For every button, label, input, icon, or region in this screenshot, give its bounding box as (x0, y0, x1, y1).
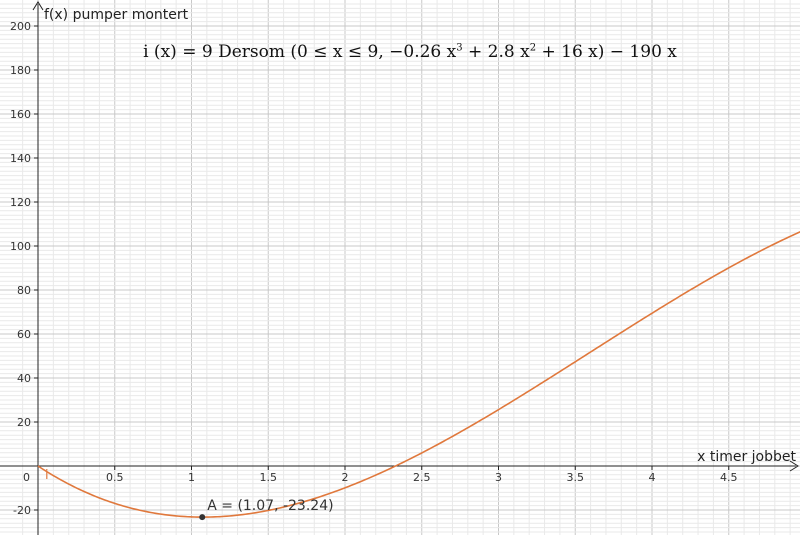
y-tick-label: 140 (10, 152, 31, 165)
function-text-c: + 16 x) − 190 x (536, 42, 677, 62)
function-exponent-3: 3 (456, 42, 463, 54)
x-tick-label: 4.5 (720, 471, 738, 484)
y-tick-label: 20 (17, 416, 31, 429)
point-label-a: A = (1.07, -23.24) (207, 498, 333, 514)
x-tick-label: 1.5 (260, 471, 278, 484)
y-axis-title: f(x) pumper montert (44, 7, 189, 23)
y-tick-label: 180 (10, 64, 31, 77)
function-exponent-2: 2 (529, 42, 537, 54)
x-tick-label: 2 (342, 471, 349, 484)
y-tick-label: 100 (10, 240, 31, 253)
y-tick-label: 160 (10, 108, 31, 121)
y-axis-arrow (32, 1, 44, 11)
x-tick-label: 2.5 (413, 471, 431, 484)
y-tick-label: 40 (17, 372, 31, 385)
y-tick-label: 120 (10, 196, 31, 209)
x-tick-label: 0.5 (106, 471, 124, 484)
function-curve[interactable] (37, 189, 800, 535)
function-lhs: i (x) (143, 42, 177, 62)
curve[interactable] (37, 186, 800, 535)
y-tick-label: 80 (17, 284, 31, 297)
x-axis-title: x timer jobbet (697, 449, 796, 465)
x-axis-arrow (789, 460, 799, 472)
x-tick-label: 1 (188, 471, 195, 484)
function-equals: = (182, 42, 197, 62)
x-tick-label: 3.5 (567, 471, 585, 484)
x-tick-label: 3 (495, 471, 502, 484)
function-text-a: 9 Dersom (0 ≤ x ≤ 9, −0.26 x (201, 42, 457, 62)
x-tick-label: 4 (649, 471, 656, 484)
function-definition: i (x) = 9 Dersom (0 ≤ x ≤ 9, −0.26 x3 + … (100, 42, 720, 62)
y-tick-label: 200 (10, 20, 31, 33)
y-tick-label: 60 (17, 328, 31, 341)
y-tick-label: -20 (13, 504, 31, 517)
point-a[interactable] (199, 514, 206, 521)
labels: 0.511.522.533.544.555.566.577.588.599.5-… (10, 20, 738, 517)
curve-name-label: i (45, 468, 49, 483)
function-text-b: + 2.8 x (462, 42, 530, 62)
origin-label: 0 (23, 471, 30, 484)
